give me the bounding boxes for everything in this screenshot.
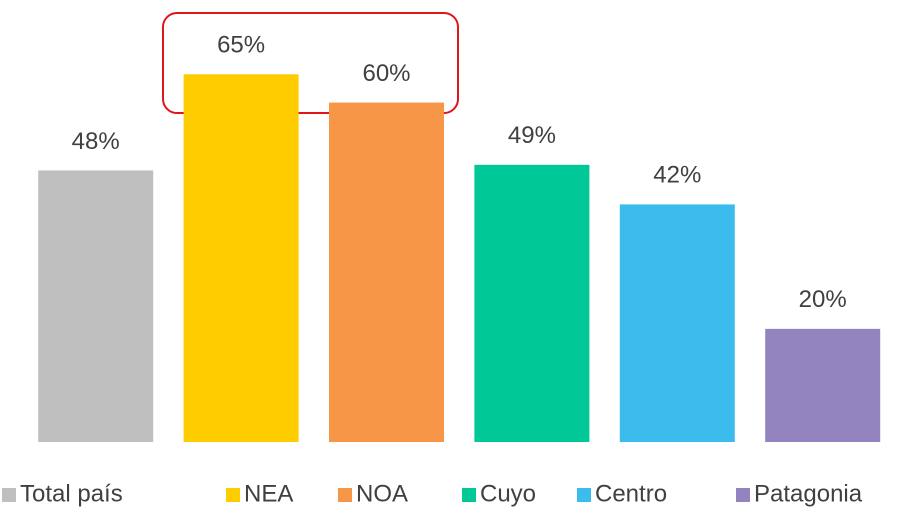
- legend-label: Total país: [20, 480, 123, 507]
- data-label: 65%: [217, 32, 265, 59]
- bar: [329, 102, 444, 443]
- legend-swatch: [736, 488, 750, 502]
- data-label: 48%: [72, 128, 120, 155]
- data-label: 49%: [508, 122, 556, 149]
- bar: [619, 204, 735, 442]
- data-label: 42%: [653, 162, 701, 189]
- legend-label: NEA: [244, 480, 293, 507]
- data-label: 60%: [362, 60, 410, 87]
- legend-swatch: [2, 488, 16, 502]
- legend-label: Cuyo: [480, 480, 536, 507]
- legend-swatch: [577, 488, 591, 502]
- legend-label: Centro: [595, 480, 667, 507]
- legend-label: Patagonia: [754, 480, 863, 507]
- bar: [765, 328, 881, 442]
- bar: [183, 74, 299, 443]
- legend-swatch: [338, 488, 352, 502]
- bar: [38, 170, 154, 442]
- bar: [474, 164, 590, 443]
- legend-swatch: [226, 488, 240, 502]
- highlight-box: [162, 12, 459, 114]
- legend-swatch: [462, 488, 476, 502]
- legend-label: NOA: [356, 480, 408, 507]
- data-label: 20%: [799, 286, 847, 313]
